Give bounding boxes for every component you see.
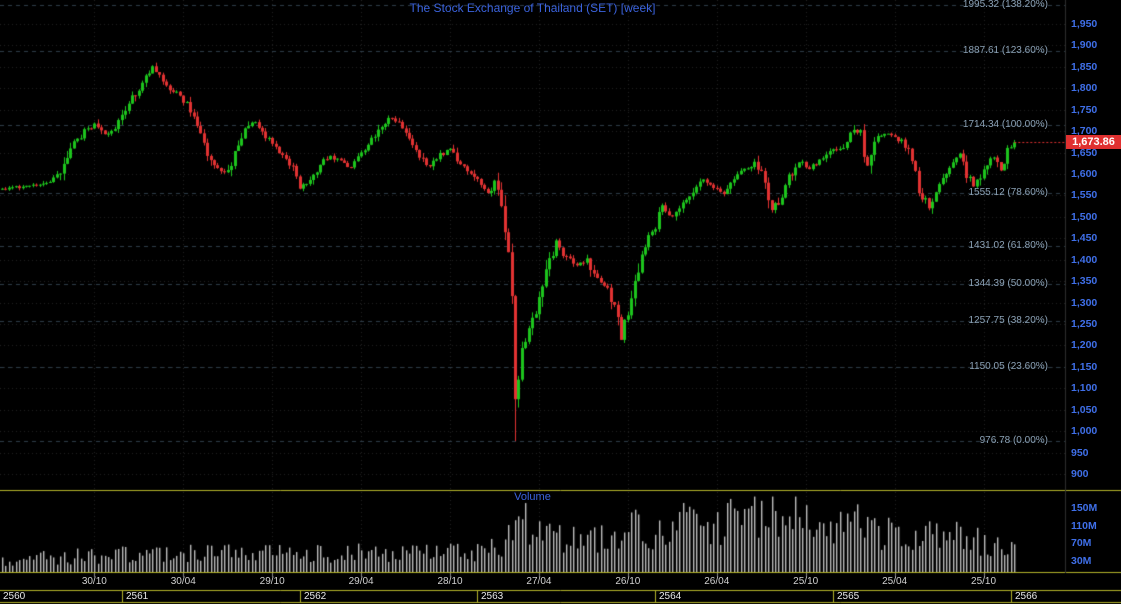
volume-panel-title: Volume [514,491,551,503]
chart-title: The Stock Exchange of Thailand (SET) [we… [409,1,656,15]
last-price-value: 1,673.86 [1072,136,1115,149]
last-price-badge: 1,673.86 [1066,135,1121,150]
